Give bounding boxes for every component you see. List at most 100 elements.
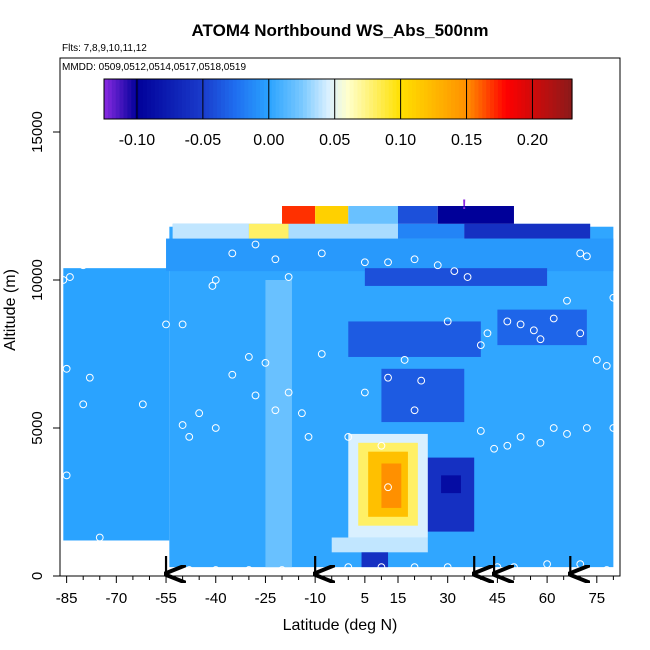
heatmap-cell <box>166 238 614 272</box>
sample-point <box>529 326 538 335</box>
heatmap-cell <box>265 280 292 568</box>
x-axis: -85 -70 -55 -40 -25 -10 5 15 30 45 60 75 <box>56 576 614 607</box>
sample-point <box>516 320 525 329</box>
colorbar-segment <box>330 79 335 119</box>
colorbar-segment <box>486 79 491 119</box>
sample-point <box>377 563 386 572</box>
x-tick-label: -70 <box>105 590 127 607</box>
colorbar-segment <box>388 79 394 119</box>
sample-point <box>85 373 94 382</box>
colorbar-segment <box>310 79 316 119</box>
sample-point <box>244 353 253 361</box>
colorbar-segment <box>509 79 515 119</box>
x-tick-label: -25 <box>255 590 277 607</box>
colorbar-segment <box>466 79 472 119</box>
sample-point <box>211 566 220 574</box>
sample-point <box>463 273 472 281</box>
colorbar-segment <box>139 79 144 119</box>
sample-point <box>609 293 618 302</box>
colorbar-segment <box>451 79 456 119</box>
colorbar-segment <box>314 79 320 119</box>
colorbar-segment <box>213 79 218 119</box>
colorbar-segment <box>267 79 273 119</box>
sample-point <box>450 267 459 276</box>
colorbar-segment <box>431 79 437 119</box>
sample-point <box>162 320 170 329</box>
x-tick-label: 5 <box>361 590 369 607</box>
heatmap-cell <box>421 457 475 532</box>
sample-point <box>536 335 545 344</box>
x-tick-label: -10 <box>304 590 326 607</box>
sample-point <box>251 240 260 249</box>
sample-point <box>592 356 601 364</box>
colorbar-segment <box>338 79 343 119</box>
colorbar-segment <box>123 79 128 119</box>
colorbar-segment <box>322 79 327 119</box>
colorbar-segment <box>182 79 187 119</box>
sample-point <box>549 314 558 323</box>
x-axis-label: Latitude (deg N) <box>283 617 398 634</box>
colorbar-segment <box>224 79 230 119</box>
colorbar-segment <box>377 79 382 119</box>
colorbar-segment <box>533 79 538 119</box>
flight-arrows <box>166 556 570 574</box>
colorbar-segment <box>306 79 312 119</box>
colorbar-segment <box>419 79 425 119</box>
colorbar-segment <box>263 79 269 119</box>
heatmap-cell <box>315 206 349 224</box>
colorbar-segment <box>193 79 199 119</box>
colorbar-segment <box>201 79 206 119</box>
colorbar-segment <box>326 79 331 119</box>
colorbar-segment <box>474 79 479 119</box>
colorbar-segment <box>271 79 277 119</box>
colorbar-segment <box>494 79 499 119</box>
y-tick-label: 5000 <box>29 411 46 444</box>
sample-point <box>185 432 194 441</box>
colorbar-segment <box>416 79 421 119</box>
heatmap-cell <box>397 206 438 224</box>
sample-point <box>503 441 512 450</box>
colorbar-segment <box>154 79 160 119</box>
colorbar-segment <box>497 79 503 119</box>
sample-point <box>582 424 591 432</box>
sample-point <box>476 341 485 350</box>
x-tick-label: -40 <box>205 590 227 607</box>
colorbar-segment <box>392 79 398 119</box>
sample-point <box>261 358 270 367</box>
sample-point <box>344 563 353 572</box>
heatmap-cell <box>464 223 591 239</box>
sample-point <box>490 444 498 453</box>
sample-point <box>211 276 220 284</box>
heatmap-cell <box>497 309 587 346</box>
colorbar-segment <box>334 79 339 119</box>
colorbar-segment <box>170 79 175 119</box>
y-tick-label: 15000 <box>29 111 46 153</box>
colorbar-segment <box>490 79 495 119</box>
colorbar-segment <box>158 79 164 119</box>
colorbar-segment <box>529 79 534 119</box>
sample-point <box>563 430 571 438</box>
colorbar-segment <box>111 79 117 119</box>
colorbar-segment <box>302 79 308 119</box>
sample-point <box>115 237 124 246</box>
colorbar-segment <box>412 79 417 119</box>
sample-point <box>443 317 452 326</box>
colorbar-segment <box>505 79 511 119</box>
colorbar-segment <box>478 79 483 119</box>
sample-marker: ! <box>462 196 467 212</box>
colorbar-segment <box>104 79 109 119</box>
sample-point <box>271 255 280 264</box>
colorbar-segment <box>458 79 464 119</box>
colorbar-segment <box>345 79 351 119</box>
heatmap-cell <box>288 223 398 239</box>
colorbar-tick-label: 0.05 <box>319 132 350 149</box>
colorbar-segment <box>252 79 257 119</box>
heatmap-cell <box>172 223 249 239</box>
colorbar-segment <box>369 79 374 119</box>
colorbar-tick-label: -0.10 <box>119 132 156 149</box>
colorbar-segment <box>275 79 281 119</box>
colorbar-segment <box>143 79 148 119</box>
colorbar-segment <box>462 79 468 119</box>
colorbar-segment <box>166 79 171 119</box>
colorbar-frame <box>103 78 573 120</box>
